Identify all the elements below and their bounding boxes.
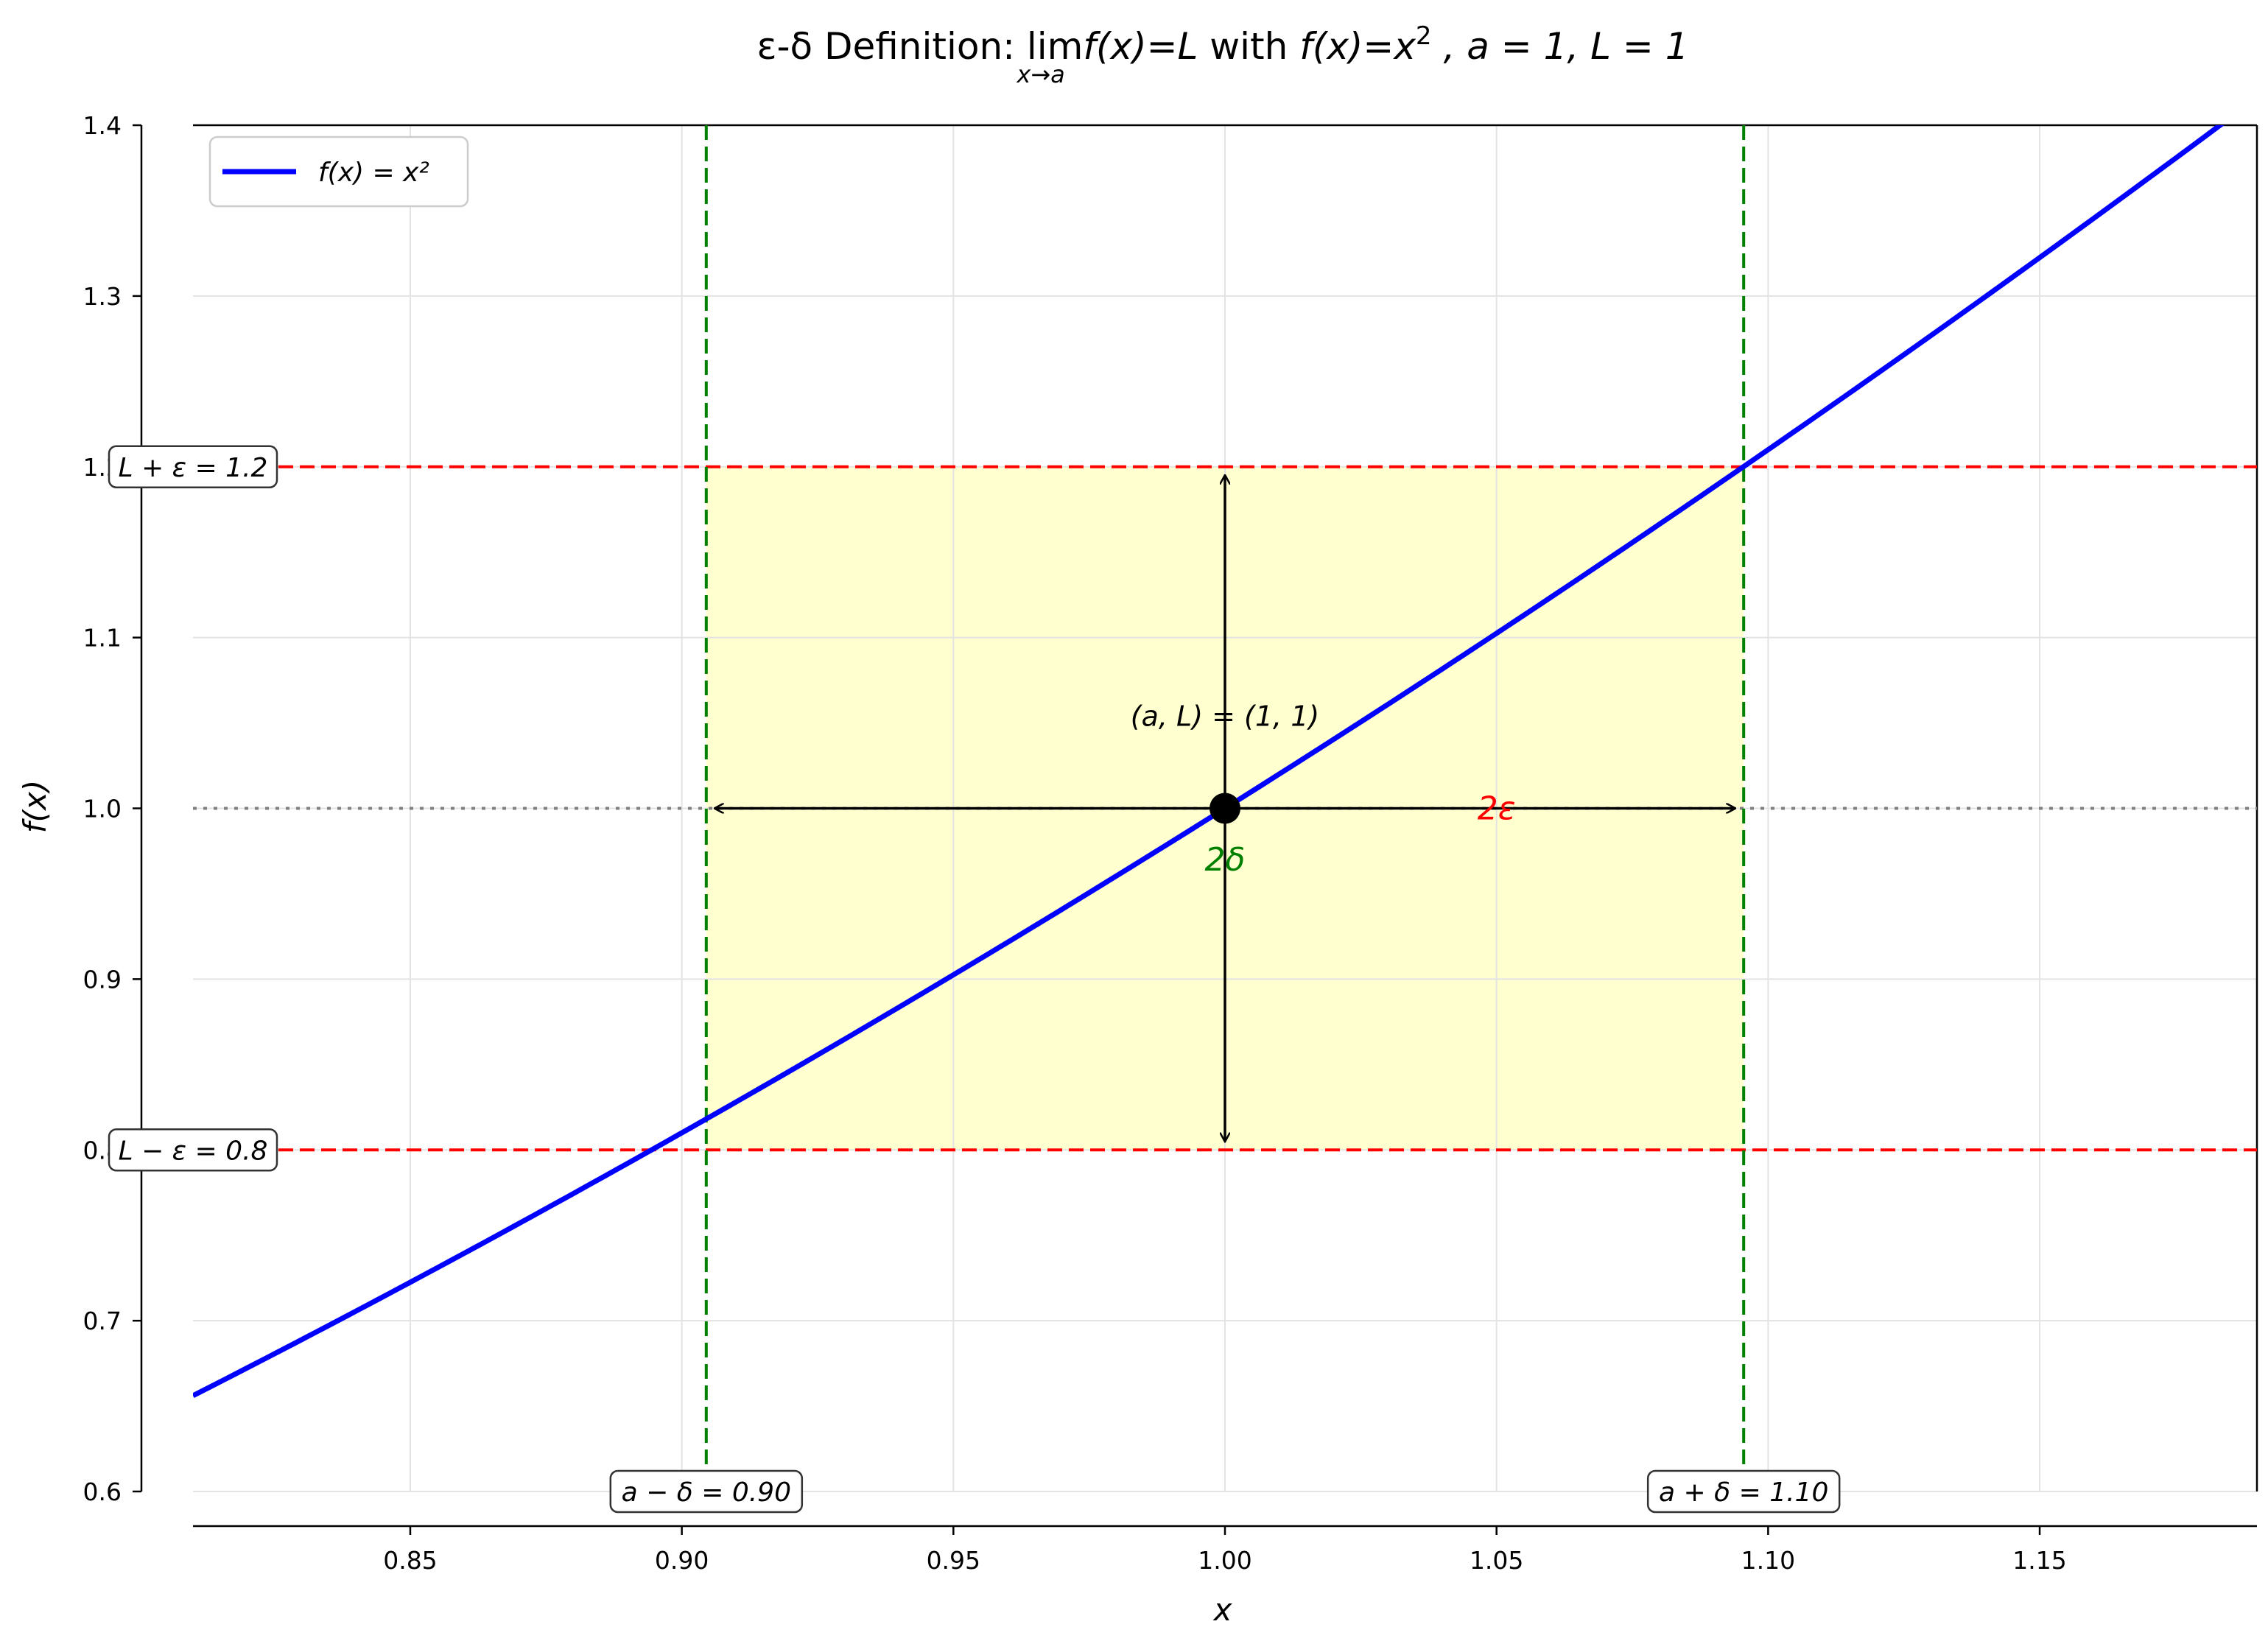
plot-clipped-group (193, 125, 2257, 1491)
title-lim-subscript: x→a (1016, 60, 1064, 88)
right-delta-label: a + δ = 1.10 (1659, 1477, 1828, 1508)
left-delta-label: a − δ = 0.90 (622, 1477, 791, 1508)
plot-area: 0.60.70.80.91.01.11.21.31.40.85 0.90 0.95 1… (83, 111, 2258, 1575)
limit-point (1210, 793, 1240, 824)
x-tick-label: 1.00 (1198, 1546, 1251, 1575)
y-tick-label: 0.6 (83, 1477, 122, 1506)
y-tick-label: 1.3 (83, 282, 122, 311)
title-prefix: ε-δ Definition: (756, 25, 1026, 68)
x-tick-label: 0.85 (383, 1546, 437, 1575)
point-label: (a, L) = (1, 1) (1131, 700, 1319, 733)
x-tick-label: 0.95 (927, 1546, 980, 1575)
x-axis-label: x (1212, 1592, 1233, 1628)
legend: f(x) = x² (208, 136, 469, 208)
x-tick-label: 1.15 (2012, 1546, 2066, 1575)
legend-entry-label: f(x) = x² (318, 158, 429, 188)
title-with: with (1198, 25, 1299, 68)
upper-epsilon-label: L + ε = 1.2 (119, 453, 268, 483)
y-tick-label: 1.0 (83, 795, 122, 823)
two-epsilon-label: 2ε (1478, 790, 1516, 828)
two-delta-label: 2δ (1205, 841, 1246, 879)
y-tick-label: 0.9 (83, 965, 122, 994)
title-func: f(x)=x (1299, 25, 1416, 68)
lower-epsilon-label-box (108, 1128, 278, 1172)
chart-title: ε-δ Definition: limf(x)=L with f(x)=x2 ,… (756, 21, 1688, 68)
y-tick-label: 0.7 (83, 1307, 122, 1335)
x-tick-label: 1.05 (1470, 1546, 1523, 1575)
right-delta-label-box (1646, 1469, 1841, 1514)
x-tick-label: 0.90 (655, 1546, 709, 1575)
lower-epsilon-label: L − ε = 0.8 (119, 1136, 268, 1166)
y-tick-label: 1.1 (83, 624, 122, 653)
title-limit-expr: f(x)=L (1083, 25, 1198, 68)
y-axis-label: f(x) (17, 780, 53, 833)
title-lim: lim (1027, 25, 1084, 68)
upper-epsilon-label-box (108, 445, 278, 488)
title-params: , a = 1, L = 1 (1432, 25, 1689, 68)
y-tick-label: 1.4 (83, 111, 122, 140)
left-delta-label-box (609, 1469, 804, 1514)
title-func-sup: 2 (1416, 21, 1432, 51)
legend-frame (208, 136, 469, 208)
x-tick-label: 1.10 (1741, 1546, 1795, 1575)
